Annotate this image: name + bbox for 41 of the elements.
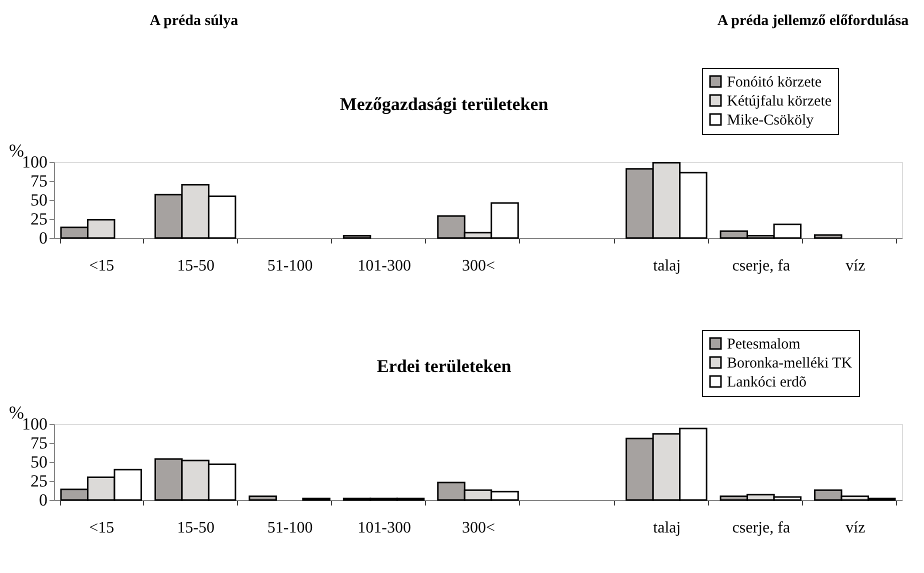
legend-label: Petesmalom xyxy=(727,336,801,352)
x-tick-label: 51-100 xyxy=(267,258,313,274)
legend-label: Fonóitó körzete xyxy=(727,74,822,90)
x-tick-label: 101-300 xyxy=(358,520,411,536)
x-tick-label: 15-50 xyxy=(177,520,214,536)
x-tick-label: cserje, fa xyxy=(732,520,790,536)
y-tick-label: 75 xyxy=(30,172,48,190)
y-tick-label: 100 xyxy=(22,414,48,434)
y-axis-title: % xyxy=(9,402,24,422)
x-tick-label: talaj xyxy=(653,258,681,274)
bar xyxy=(814,234,842,239)
x-tick-label: 300< xyxy=(462,520,496,536)
x-tick-label: 300< xyxy=(462,258,496,274)
x-tick-label: 15-50 xyxy=(177,258,214,274)
legend-label: Kétújfalu körzete xyxy=(727,94,832,110)
y-tick-label: 100 xyxy=(22,152,48,172)
x-tick-label: 101-300 xyxy=(358,258,411,274)
x-tick-label: 51-100 xyxy=(267,520,313,536)
y-tick-label: 75 xyxy=(30,434,48,452)
y-tick-label: 0 xyxy=(39,490,48,510)
bar xyxy=(342,234,372,239)
legend-label: Boronka-melléki TK xyxy=(727,356,852,372)
legend-label: Mike-Csököly xyxy=(727,112,814,128)
x-tick-label: <15 xyxy=(89,258,114,274)
y-tick-label: 50 xyxy=(30,190,48,210)
y-axis-title: % xyxy=(9,140,24,160)
x-tick-label: <15 xyxy=(89,520,114,536)
x-tick-label: talaj xyxy=(653,520,681,536)
x-tick-label: víz xyxy=(846,520,866,536)
x-tick-label: cserje, fa xyxy=(732,258,790,274)
chart-title: Mezőgazdasági területeken xyxy=(340,94,548,114)
y-tick-label: 25 xyxy=(30,472,48,490)
text: A préda súlya xyxy=(150,13,239,29)
legend-label: Lankóci erdõ xyxy=(727,374,807,390)
y-tick-label: 0 xyxy=(39,228,48,248)
bar xyxy=(248,495,277,501)
chart-title: Erdei területeken xyxy=(376,356,512,376)
x-tick-label: víz xyxy=(846,258,866,274)
y-tick-label: 50 xyxy=(30,452,48,472)
text: A préda jellemző előfordulása xyxy=(717,13,910,29)
y-tick-label: 25 xyxy=(30,210,48,228)
